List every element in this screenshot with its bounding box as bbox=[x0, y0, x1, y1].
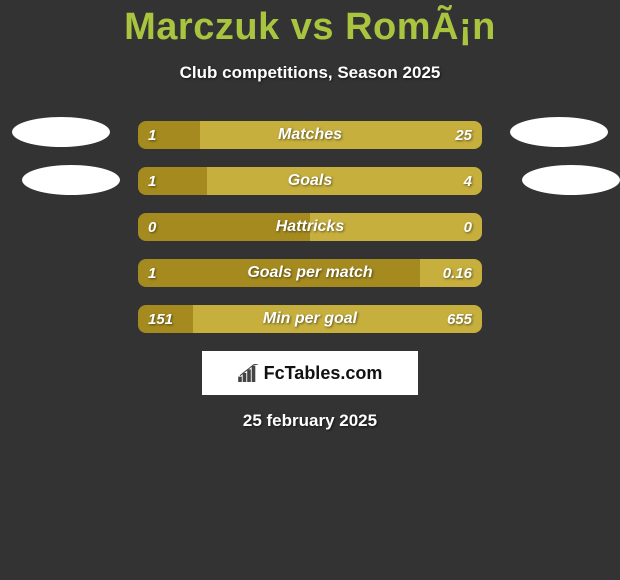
player-avatar-left-1 bbox=[12, 117, 110, 147]
bar-segment-left bbox=[138, 305, 193, 333]
bar-segment-left bbox=[138, 213, 310, 241]
logo-box: FcTables.com bbox=[202, 351, 418, 395]
bar-segment-right bbox=[420, 259, 482, 287]
page-title: Marczuk vs RomÃ¡n bbox=[0, 0, 620, 49]
bar-row: Goals per match10.16 bbox=[138, 259, 482, 287]
bar-segment-right bbox=[193, 305, 482, 333]
bar-row: Goals14 bbox=[138, 167, 482, 195]
comparison-chart: Matches125 Goals14 Hattricks00 Goals per ma… bbox=[0, 121, 620, 333]
date-label: 25 february 2025 bbox=[0, 411, 620, 431]
bar-chart-icon bbox=[238, 364, 260, 382]
player-avatar-right-1 bbox=[510, 117, 608, 147]
player-avatar-left-2 bbox=[22, 165, 120, 195]
bar-segment-right bbox=[207, 167, 482, 195]
bar-segment-left bbox=[138, 121, 200, 149]
bar-segment-left bbox=[138, 167, 207, 195]
player-avatar-right-2 bbox=[522, 165, 620, 195]
bar-row: Min per goal151655 bbox=[138, 305, 482, 333]
bar-row: Hattricks00 bbox=[138, 213, 482, 241]
logo-text: FcTables.com bbox=[264, 363, 383, 384]
bar-segment-right bbox=[310, 213, 482, 241]
subtitle: Club competitions, Season 2025 bbox=[0, 63, 620, 83]
bars-container: Matches125 Goals14 Hattricks00 Goals per ma… bbox=[138, 121, 482, 333]
bar-segment-right bbox=[200, 121, 482, 149]
bar-segment-left bbox=[138, 259, 420, 287]
bar-row: Matches125 bbox=[138, 121, 482, 149]
